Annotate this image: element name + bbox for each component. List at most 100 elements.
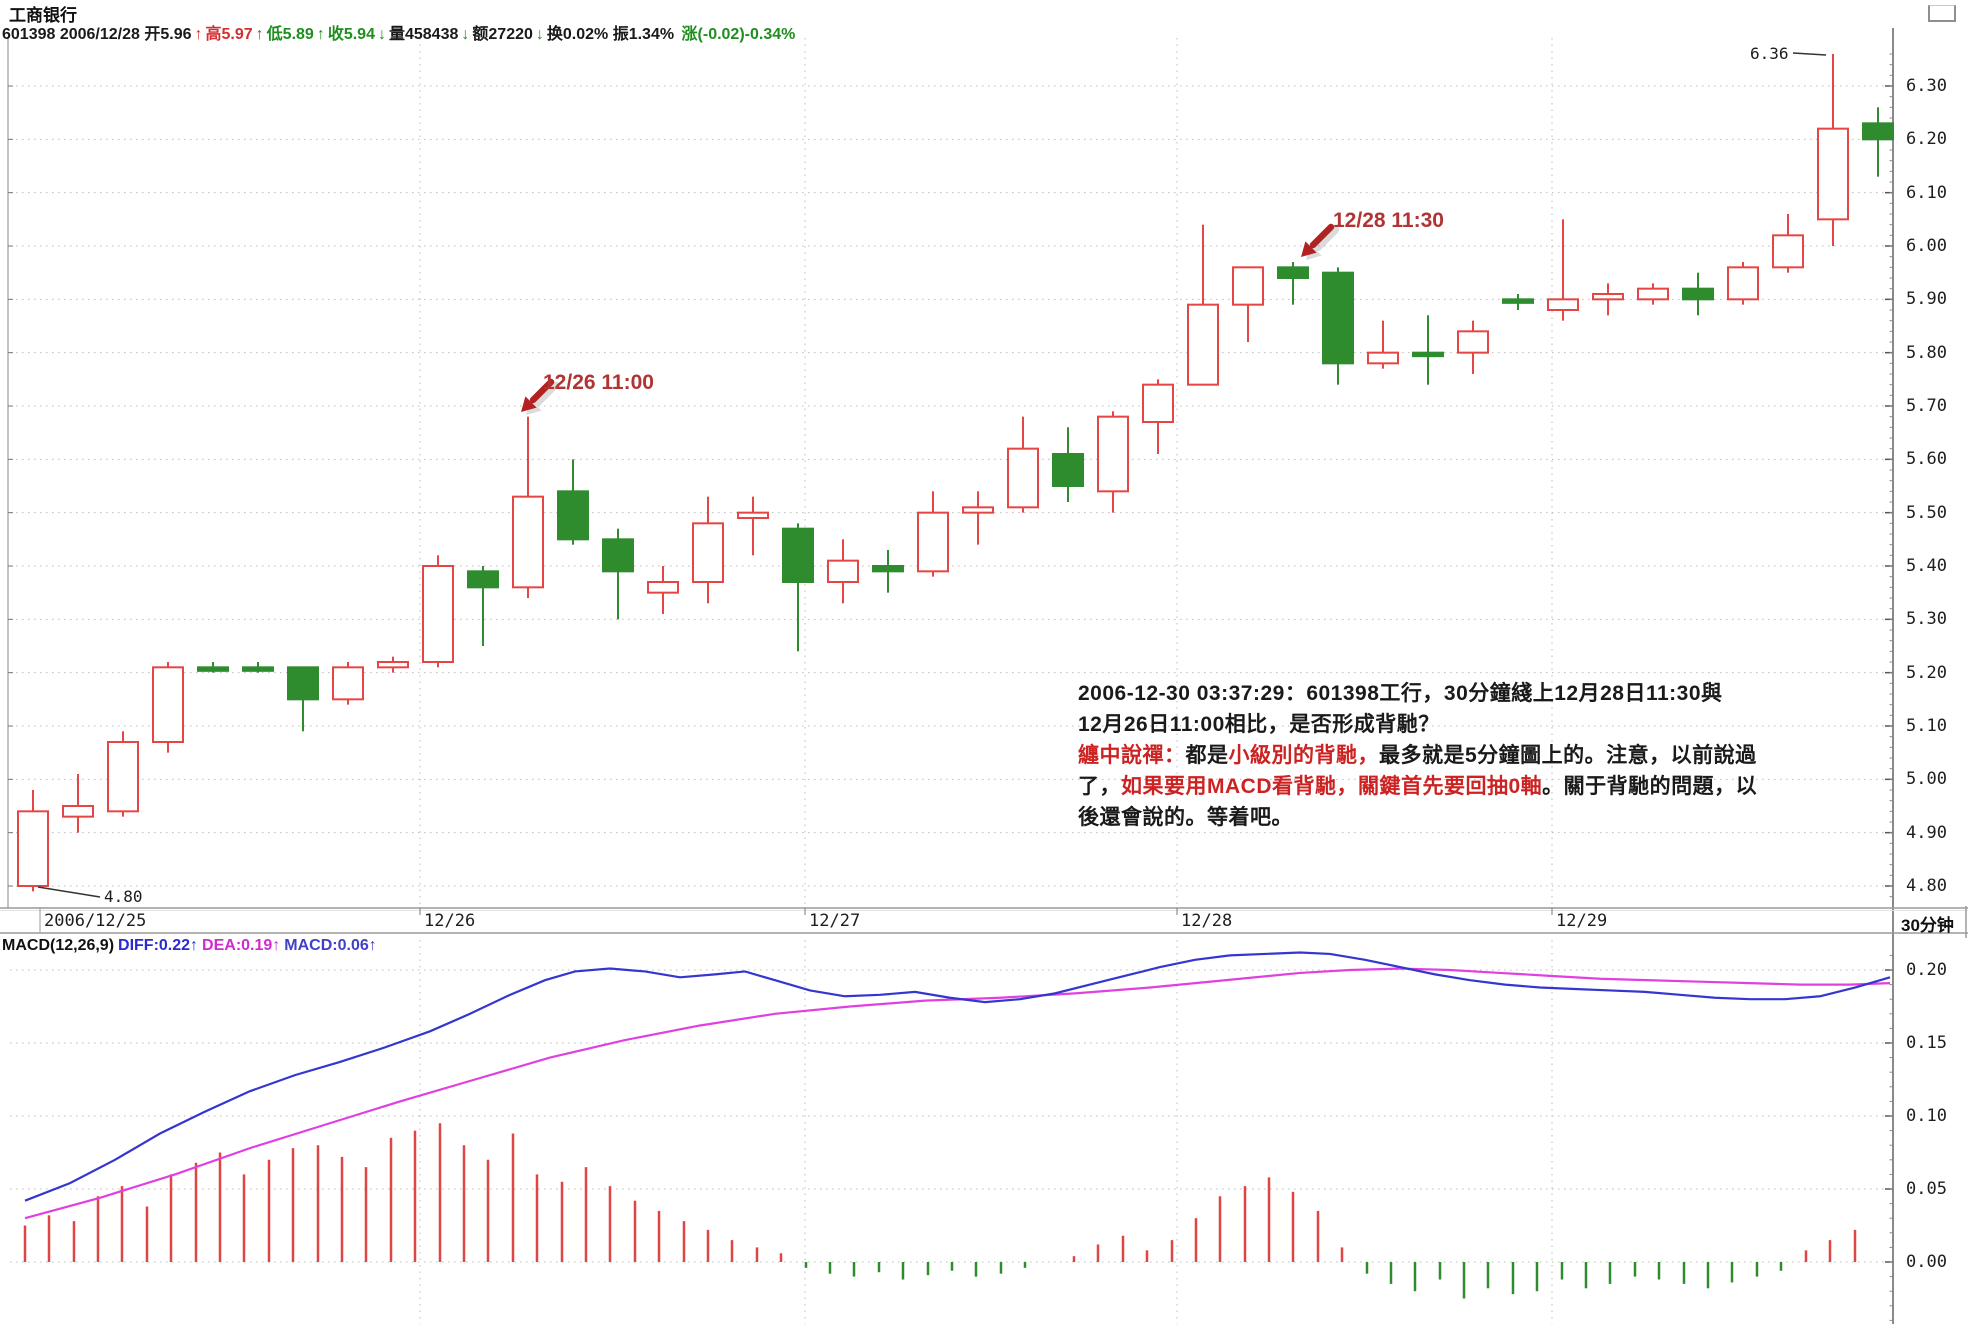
quote-field: 量458438 [388,26,459,43]
candle [1007,416,1039,513]
candle [1052,427,1084,502]
candle [1502,293,1534,310]
candle [1772,213,1804,273]
quote-field: 收5.94 [327,26,375,43]
candles [17,54,1894,892]
price-tick-label: 5.10 [1906,715,1947,736]
price-tick-label: 5.20 [1906,662,1947,683]
quote-field: ↓ [377,26,386,43]
candle [107,731,139,817]
price-tick-label: 5.30 [1906,609,1947,630]
candle [332,661,364,705]
candle [197,661,229,673]
timeframe-label[interactable]: 30分钟 [1901,916,1954,935]
date-label: 12/26 [424,911,476,931]
candle [1322,267,1354,385]
candle [1142,379,1174,454]
candle [1457,320,1489,374]
annotations [37,52,1827,898]
diff-line [24,951,1891,1202]
commentary-line: 後還會說的。等着吧。 [1078,806,1293,829]
quote-field: 额27220 [472,26,533,43]
macd-tick-label: 0.20 [1906,960,1947,980]
candle [152,661,184,753]
price-tick-label: 5.80 [1906,342,1947,363]
macd-field: MACD(12,26,9) [2,937,115,954]
candle [1817,54,1849,246]
candle [1277,261,1309,305]
price-tick-label: 6.00 [1906,235,1947,256]
price-tick-label: 6.30 [1906,76,1947,96]
window-restore-icon[interactable] [1928,5,1956,22]
date-axis-strip [0,906,1968,938]
price-tick-label: 4.90 [1906,822,1947,843]
candle [917,491,949,577]
date-label: 12/28 [1181,911,1233,931]
candle [827,539,859,604]
candle [1367,320,1399,369]
candle [1682,272,1714,316]
annotation-12-26-1100: 12/26 11:00 [543,371,654,394]
candle [377,656,409,673]
dea-line [24,967,1891,1220]
candle [737,496,769,556]
candle [872,549,904,593]
candle [1187,224,1219,386]
annotation-12-28-1130: 12/28 11:30 [1333,209,1444,232]
price-tick-label: 5.50 [1906,502,1947,523]
candle [1637,283,1669,305]
price-tick-label: 5.00 [1906,769,1947,790]
macd-tick-label: 0.05 [1906,1179,1947,1199]
candle [512,416,544,598]
candle [1727,261,1759,305]
macd-field: DIFF:0.22↑ [118,937,199,954]
candle [647,565,679,614]
date-label: 12/29 [1556,911,1608,931]
candle [62,773,94,833]
candle [1862,107,1894,177]
candle [467,565,499,646]
candle [422,555,454,668]
quote-field: ↑ [255,26,264,43]
quote-field: 换0.02% 振1.34% [546,26,679,43]
macd-tick-label: 0.10 [1906,1106,1947,1126]
quote-field: 高5.97 [205,26,253,43]
stock-name: 工商银行 [9,6,77,25]
commentary-line: 12月26日11:00相比，是否形成背馳？ [1078,713,1440,736]
quote-field: 低5.89 [266,26,314,43]
price-tick-label: 4.80 [1906,875,1947,896]
candle [557,459,589,545]
macd-histogram [23,1123,1857,1299]
quote-field: ↑ [194,26,203,43]
date-label: 2006/12/25 [44,911,147,931]
price-tick-label: 5.40 [1906,555,1947,576]
quote-field: ↓ [535,26,544,43]
price-tick-label: 5.90 [1906,289,1947,310]
candle [1232,266,1264,342]
price-tick-label: 6.10 [1906,182,1947,203]
quote-info-bar: 601398 2006/12/28 开5.96 ↑ 高5.97 ↑ 低5.89 ↑ 收5.9… [2,20,798,44]
price-tick-label: 5.60 [1906,449,1947,470]
commentary-line: 纏中說禪：都是小級別的背馳，最多就是5分鐘圖上的。注意，以前說過 [1078,744,1757,767]
commentary-line: 2006-12-30 03:37:29：601398工行，30分鐘綫上12月28… [1078,682,1723,705]
commentary-line: 了，如果要用MACD看背馳，關鍵首先要回抽0軸。關于背馳的問題，以 [1078,775,1758,798]
candle [692,496,724,604]
date-label: 12/27 [809,911,861,931]
quote-field: ↓ [461,26,470,43]
candle [287,666,319,732]
macd-lines [24,951,1891,1220]
quote-field: ↑ [316,26,325,43]
candle [242,661,274,673]
candle [1412,315,1444,385]
macd-field: DEA:0.19↑ [202,937,281,954]
candle [962,491,994,545]
candle [782,523,814,652]
price-tick-label: 5.70 [1906,395,1947,416]
axes [7,28,1894,1324]
macd-tick-label: 0.00 [1906,1252,1947,1272]
candle [17,789,49,892]
macd-tick-label: 0.15 [1906,1033,1947,1053]
high-price-label: 6.36 [1750,44,1789,63]
